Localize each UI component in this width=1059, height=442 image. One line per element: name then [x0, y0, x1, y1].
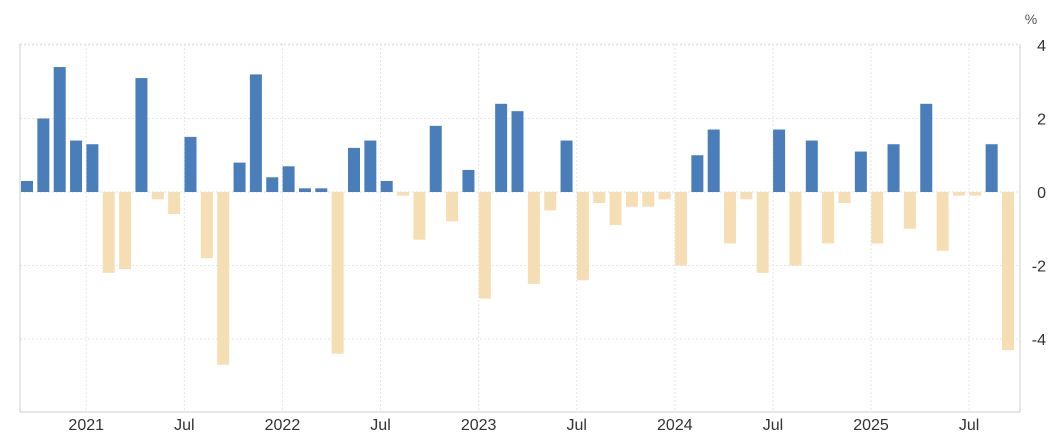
bar[interactable]	[429, 125, 442, 192]
bar[interactable]	[364, 140, 377, 192]
x-tick-label: 2022	[265, 417, 301, 434]
unit-label: %	[1025, 11, 1037, 27]
bar[interactable]	[70, 140, 83, 192]
y-tick-label: 4	[1037, 38, 1046, 55]
bar[interactable]	[102, 192, 115, 273]
bar[interactable]	[789, 192, 802, 266]
bar[interactable]	[119, 192, 132, 270]
y-tick-label: 2	[1037, 112, 1046, 129]
bar[interactable]	[315, 188, 328, 192]
bar[interactable]	[380, 180, 393, 192]
bar[interactable]	[625, 192, 638, 207]
y-tick-label: -4	[1032, 332, 1046, 349]
bar[interactable]	[822, 192, 835, 244]
x-tick-label: Jul	[763, 417, 783, 434]
bar[interactable]	[446, 192, 459, 222]
x-tick-label: 2025	[853, 417, 889, 434]
y-tick-label: -2	[1032, 259, 1046, 276]
x-tick-label: 2024	[657, 417, 693, 434]
axes: 4 2 0 -2 -4 2021 Jul 2022 Jul 2023 Jul 2024 Jul 2025 J…	[19, 38, 1046, 434]
bar[interactable]	[53, 67, 66, 192]
bar[interactable]	[478, 192, 491, 299]
bar[interactable]	[691, 155, 704, 192]
bar[interactable]	[756, 192, 769, 273]
bar[interactable]	[135, 78, 148, 192]
bar[interactable]	[37, 118, 50, 193]
bar[interactable]	[511, 111, 524, 192]
bar[interactable]	[576, 192, 589, 281]
bar[interactable]	[151, 192, 164, 200]
bar[interactable]	[903, 192, 916, 229]
bar[interactable]	[854, 151, 867, 192]
bar[interactable]	[233, 162, 246, 192]
bar[interactable]	[609, 192, 622, 226]
bar[interactable]	[348, 147, 360, 192]
bar[interactable]	[331, 192, 344, 354]
bar[interactable]	[21, 180, 33, 192]
bar[interactable]	[200, 192, 213, 259]
bar[interactable]	[642, 192, 655, 207]
x-tick-label: 2021	[68, 417, 104, 434]
grid-lines	[20, 43, 1020, 412]
x-tick-label: 2023	[461, 417, 497, 434]
bar[interactable]	[397, 192, 410, 196]
bar[interactable]	[413, 192, 426, 240]
bar[interactable]	[527, 192, 540, 284]
bar[interactable]	[593, 192, 606, 204]
y-tick-label: 0	[1037, 185, 1046, 202]
bar[interactable]	[462, 169, 475, 192]
bar[interactable]	[952, 192, 965, 196]
bar[interactable]	[86, 144, 99, 192]
bar[interactable]	[707, 129, 720, 193]
bar[interactable]	[969, 192, 982, 196]
bar[interactable]	[936, 192, 949, 251]
x-tick-label: Jul	[370, 417, 390, 434]
x-tick-label: Jul	[566, 417, 586, 434]
x-tick-label: Jul	[174, 417, 194, 434]
bar[interactable]	[266, 177, 279, 192]
bar[interactable]	[298, 188, 311, 192]
bar[interactable]	[184, 136, 197, 193]
bar[interactable]	[920, 103, 933, 192]
bar[interactable]	[495, 103, 508, 192]
bar[interactable]	[838, 192, 851, 204]
bar[interactable]	[544, 192, 557, 211]
bar[interactable]	[217, 192, 230, 365]
bar[interactable]	[675, 192, 687, 266]
bar[interactable]	[658, 192, 671, 200]
bar[interactable]	[168, 192, 181, 215]
bar[interactable]	[740, 192, 753, 200]
bar[interactable]	[1002, 192, 1014, 351]
bar[interactable]	[805, 140, 818, 192]
bar[interactable]	[282, 166, 295, 192]
x-tick-label: Jul	[959, 417, 979, 434]
bar[interactable]	[985, 144, 998, 192]
bar[interactable]	[887, 144, 900, 192]
bar[interactable]	[871, 192, 884, 244]
bar[interactable]	[724, 192, 737, 244]
bar[interactable]	[560, 140, 573, 192]
bars	[21, 67, 1014, 365]
bar[interactable]	[773, 129, 786, 193]
bar[interactable]	[249, 74, 262, 192]
